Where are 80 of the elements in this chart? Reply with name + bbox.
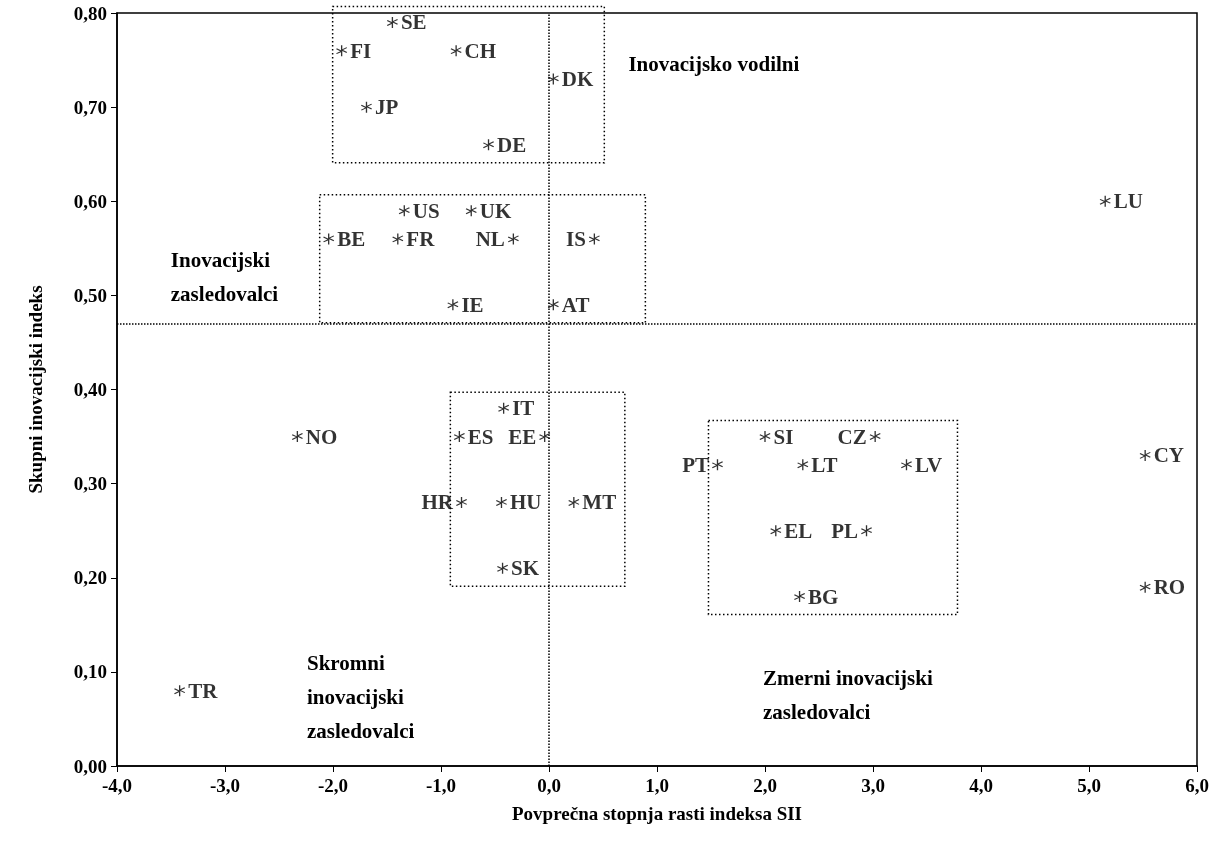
series-label: HR — [421, 490, 454, 515]
series-label: FI — [350, 38, 372, 63]
y-tick-label: 0,50 — [73, 284, 107, 306]
series-label: PT — [682, 452, 709, 477]
point — [498, 402, 510, 414]
series-label: LT — [811, 452, 838, 477]
point — [392, 233, 404, 245]
x-tick-label: 6,0 — [1185, 775, 1209, 796]
annotation: Inovacijski zasledovalci — [170, 247, 279, 306]
series-label: MT — [582, 490, 617, 515]
series-label: PL — [831, 518, 859, 543]
x-tick-label: 3,0 — [861, 775, 885, 796]
series-label: EL — [784, 518, 813, 543]
point — [450, 45, 462, 57]
series-label: DE — [497, 132, 527, 157]
point — [797, 459, 809, 471]
x-tick-label: 4,0 — [969, 775, 993, 796]
x-tick-label: 0,0 — [537, 775, 561, 796]
series-label: JP — [374, 95, 399, 120]
y-tick-label: 0,20 — [73, 567, 107, 589]
series-label: SI — [773, 424, 794, 449]
series-label: IS — [566, 226, 586, 251]
x-axis-title: Povprečna stopnja rasti indeksa SII — [512, 803, 802, 824]
point — [360, 101, 372, 113]
point — [568, 496, 580, 508]
point — [398, 205, 410, 217]
y-axis-title: Skupni inovacijski indeks — [25, 285, 46, 494]
y-tick-label: 0,00 — [73, 755, 107, 777]
series-label: RO — [1153, 575, 1186, 600]
point — [456, 496, 468, 508]
annotation: Skromni inovacijski zasledovalci — [307, 650, 415, 743]
x-tick-label: 2,0 — [753, 775, 777, 796]
y-tick-label: 0,40 — [73, 379, 107, 400]
series-label: AT — [561, 292, 590, 317]
series-label: DK — [561, 66, 594, 91]
x-tick-label: -1,0 — [425, 775, 457, 796]
x-tick-label: 1,0 — [645, 775, 669, 796]
point — [447, 299, 459, 311]
point — [291, 431, 303, 443]
series-label: SE — [400, 10, 427, 35]
series-label: FR — [406, 226, 436, 251]
point — [323, 233, 335, 245]
point — [1099, 195, 1111, 207]
point — [453, 431, 465, 443]
point — [1139, 449, 1151, 461]
series-label: BG — [808, 584, 839, 609]
series-label: CZ — [837, 424, 867, 449]
y-tick-label: 0,60 — [73, 190, 107, 212]
series-label: NO — [305, 424, 338, 449]
x-tick-label: -3,0 — [209, 775, 241, 796]
y-tick-label: 0,70 — [73, 96, 107, 118]
x-tick-label: 5,0 — [1077, 775, 1101, 796]
y-tick-label: 0,30 — [73, 473, 107, 495]
series-label: HU — [509, 490, 542, 515]
series-label: ES — [467, 424, 494, 449]
point — [869, 431, 881, 443]
series-label: US — [412, 198, 440, 223]
series-label: IT — [512, 396, 535, 421]
annotation: Inovacijsko vodilni — [628, 51, 800, 76]
point — [495, 496, 507, 508]
series-label: NL — [475, 226, 505, 251]
point — [465, 205, 477, 217]
series-label: BE — [337, 226, 366, 251]
series-label: CY — [1153, 443, 1184, 468]
series-label: SK — [511, 556, 540, 581]
point — [794, 591, 806, 603]
x-tick-label: -2,0 — [317, 775, 349, 796]
series-label: IE — [461, 292, 484, 317]
series-label: CH — [464, 38, 497, 63]
series-label: EE — [508, 424, 537, 449]
point — [759, 431, 771, 443]
point — [1139, 581, 1151, 593]
annotation: Zmerni inovacijski zasledovalci — [763, 665, 939, 724]
x-tick-label: -4,0 — [101, 775, 133, 796]
series-label: LV — [914, 452, 943, 477]
series-label: UK — [479, 198, 512, 223]
y-tick-label: 0,10 — [73, 661, 107, 683]
series-label: TR — [188, 678, 219, 703]
series-label: LU — [1113, 189, 1143, 214]
y-tick-label: 0,80 — [73, 2, 107, 24]
